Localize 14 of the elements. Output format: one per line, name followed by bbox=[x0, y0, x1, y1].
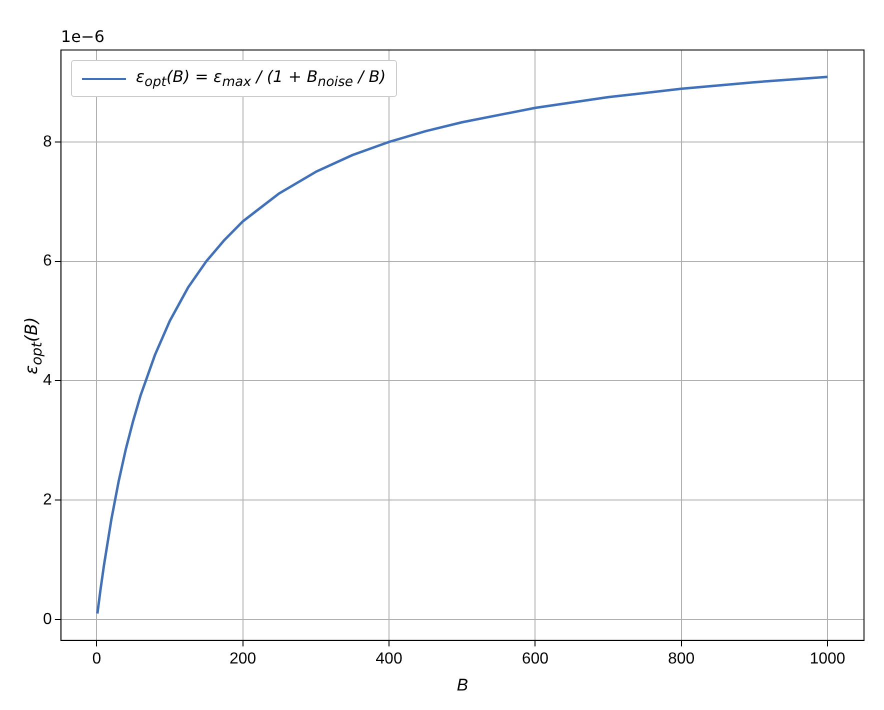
x-tick-label: 0 bbox=[92, 650, 102, 668]
y-tick-label: 0 bbox=[42, 610, 52, 628]
y-tick-label: 4 bbox=[42, 372, 52, 390]
x-tick-label: 400 bbox=[376, 650, 402, 668]
x-tick-label: 200 bbox=[229, 650, 256, 668]
y-tick-label: 8 bbox=[42, 133, 52, 150]
x-axis-title: B bbox=[456, 676, 468, 695]
x-tick-label: 800 bbox=[668, 650, 695, 668]
x-tick-label: 600 bbox=[522, 650, 549, 668]
y-tick-label: 2 bbox=[42, 492, 52, 509]
x-tick-label: 1000 bbox=[810, 650, 846, 668]
legend-label: ε$_{opt}$(B) = ε$_{max}$ / (1 + B$_{noise}$ / B) bbox=[136, 67, 386, 90]
text: 1e−6 bbox=[60, 27, 105, 46]
y-tick-label: 6 bbox=[42, 252, 52, 270]
